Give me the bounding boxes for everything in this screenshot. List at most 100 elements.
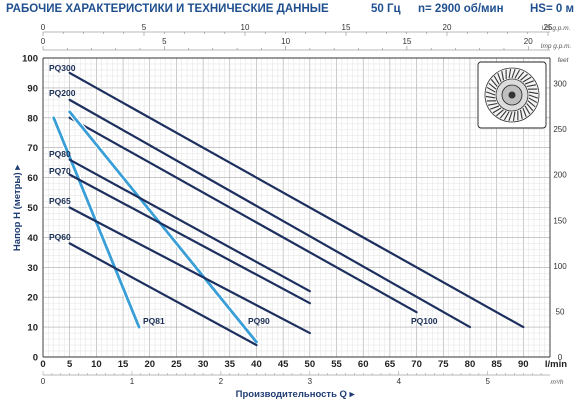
x-tick-label: 90	[518, 359, 529, 370]
impeller-vane	[519, 109, 523, 120]
x-tick-label: 0	[40, 359, 45, 370]
series-label-pq81: PQ81	[143, 316, 165, 326]
x-tick-label: 50	[305, 359, 316, 370]
impeller-vane	[511, 69, 516, 79]
series-line-pq60	[68, 242, 258, 347]
series-label-pq65: PQ65	[49, 196, 71, 206]
impeller-vane	[490, 79, 498, 87]
feet-unit: feet	[558, 57, 570, 64]
impeller-vane	[486, 86, 496, 93]
impeller-vane	[526, 84, 537, 88]
imp-gpm-tick-label: 15	[402, 37, 411, 46]
impeller-vane	[527, 100, 536, 108]
x-tick-label: 65	[385, 359, 396, 370]
x-tick-label: 45	[278, 359, 289, 370]
us-gpm-tick-label: 5	[142, 23, 147, 32]
impeller-vane	[528, 91, 539, 95]
y-tick-label: 90	[27, 83, 38, 94]
x-tick-label: 20	[144, 359, 155, 370]
us-gpm-unit: US g.p.m.	[542, 25, 571, 32]
x-unit-label: l/min	[545, 359, 567, 370]
feet-tick-label: 100	[553, 262, 567, 271]
y-tick-label: 80	[27, 113, 38, 124]
m3h-tick-label: 5	[486, 377, 491, 386]
x-tick-label: 55	[331, 359, 342, 370]
series-line-pq65	[68, 206, 311, 335]
series-line-pq300	[68, 71, 525, 329]
impeller-vane	[522, 107, 527, 117]
m3h-unit: m³/h	[551, 379, 564, 386]
x-tick-label: 10	[91, 359, 102, 370]
m3h-tick-label: 4	[397, 377, 402, 386]
series-line-pq200	[68, 98, 472, 329]
impeller-vane	[517, 71, 525, 80]
series-lines: PQ300 PQ200 PQ100 PQ81 PQ90 PQ80 PQ70 PQ65 PQ60	[49, 63, 525, 347]
us-gpm-tick-label: 10	[241, 23, 250, 32]
frequency-label: 50 Гц	[371, 3, 401, 15]
x-tick-label: 75	[438, 359, 449, 370]
series-line-pq70	[68, 173, 311, 305]
m3h-tick-label: 1	[130, 377, 135, 386]
imp-gpm-tick-label: 20	[524, 37, 533, 46]
m3h-tick-label: 2	[219, 377, 224, 386]
impeller-vane	[499, 110, 507, 119]
x-tick-label: 80	[465, 359, 476, 370]
impeller-vane	[492, 107, 502, 114]
speed-label: n= 2900 об/мин	[418, 3, 504, 15]
impeller-image	[477, 61, 547, 129]
x-tick-label: 70	[411, 359, 422, 370]
series-line-pq100	[68, 116, 418, 314]
y-axis-title: Напор H (метры) ▸	[12, 164, 23, 251]
impeller-vane	[524, 105, 531, 115]
x-tick-label: 35	[225, 359, 236, 370]
x-axis-title: Производительность Q ▸	[236, 389, 356, 400]
impeller-vane	[528, 94, 538, 99]
chart-title: РАБОЧИЕ ХАРАКТЕРИСТИКИ И ТЕХНИЧЕСКИЕ ДАН…	[6, 3, 329, 15]
us-gpm-tick-label: 25	[544, 23, 553, 32]
x-tick-label: 25	[171, 359, 182, 370]
grid	[42, 57, 551, 358]
us-gpm-tick-label: 20	[443, 23, 452, 32]
feet-tick-label: 50	[556, 307, 565, 316]
m3h-tick-label: 3	[308, 377, 313, 386]
imp-gpm-tick-label: 5	[162, 37, 167, 46]
impeller-vane	[524, 80, 534, 85]
y-tick-label: 20	[27, 293, 38, 304]
feet-tick-label: 0	[558, 353, 563, 362]
feet-tick-label: 250	[553, 125, 567, 134]
impeller-vane	[526, 103, 534, 111]
x-tick-label: 5	[67, 359, 73, 370]
impeller-vane	[486, 91, 496, 96]
feet-tick-label: 200	[553, 171, 567, 180]
impeller-vane	[490, 105, 500, 110]
series-label-pq60: PQ60	[49, 232, 71, 242]
imp-gpm-tick-label: 10	[281, 37, 290, 46]
impeller-vane	[493, 75, 500, 85]
impeller-vane	[488, 82, 497, 90]
y-tick-label: 0	[33, 353, 38, 364]
impeller-center	[508, 91, 516, 99]
imp-gpm-unit: Imp g.p.m.	[541, 43, 572, 50]
us-gpm-tick-label: 0	[41, 23, 46, 32]
series-label-pq80: PQ80	[49, 149, 71, 159]
series-label-pq300: PQ300	[49, 63, 76, 73]
impeller-vane	[503, 111, 510, 121]
y-tick-label: 50	[27, 203, 38, 214]
us-gpm-tick-label: 15	[342, 23, 351, 32]
series-line-pq80	[68, 158, 311, 293]
series-line-pq90	[68, 110, 258, 344]
y-tick-label: 60	[27, 173, 38, 184]
y-tick-label: 30	[27, 263, 38, 274]
feet-tick-label: 300	[553, 80, 567, 89]
impeller-vane	[501, 70, 505, 81]
y-tick-label: 40	[27, 233, 38, 244]
impeller-vane	[520, 73, 528, 81]
series-label-pq90: PQ90	[248, 316, 270, 326]
x-tick-label: 60	[358, 359, 369, 370]
impeller-vane	[485, 95, 496, 99]
x-tick-label: 30	[198, 359, 209, 370]
hs-label: HS= 0 м	[530, 3, 574, 15]
impeller-vane	[496, 109, 504, 117]
